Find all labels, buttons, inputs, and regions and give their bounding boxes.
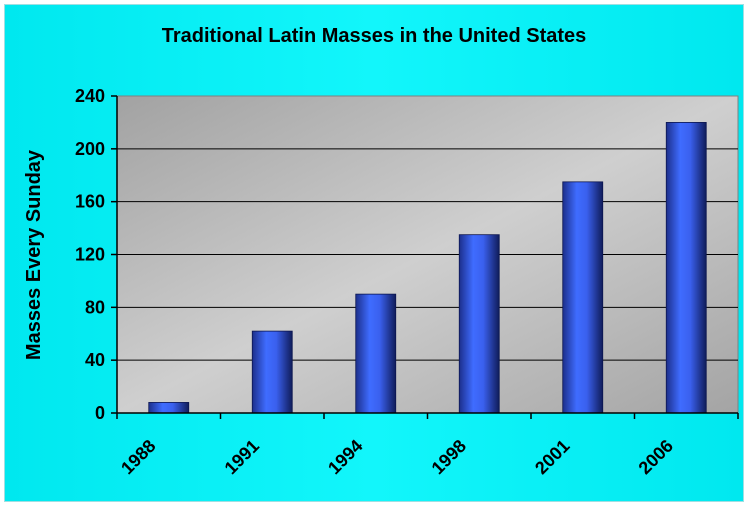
y-tick-labels: 0 40 80 120 160 200 240 [75,86,117,423]
y-tick-label: 200 [75,139,105,159]
x-tick-labels: 1988 1991 1994 1998 2001 2006 [116,413,739,478]
bar-2001 [562,181,604,414]
bar-1991 [251,330,293,414]
y-axis-label: Masses Every Sunday [23,149,45,360]
bar-1998 [458,234,500,414]
x-tick-label: 2001 [531,436,573,478]
x-tick-label: 1998 [428,436,470,478]
y-tick-label: 120 [75,245,105,265]
x-tick-label: 1991 [221,436,263,478]
x-tick-label: 1994 [324,436,366,478]
y-tick-label: 240 [75,86,105,106]
bar-1994 [355,293,397,414]
y-tick-label: 80 [85,297,105,317]
bars [148,122,707,414]
chart-title: Traditional Latin Masses in the United S… [162,25,587,47]
bar-1988 [148,402,190,414]
y-tick-label: 0 [95,403,105,423]
y-tick-label: 160 [75,192,105,212]
gridlines [117,148,738,361]
bar-2006 [665,122,707,414]
y-tick-label: 40 [85,350,105,370]
x-tick-label: 1988 [117,436,159,478]
x-tick-label: 2006 [635,436,677,478]
